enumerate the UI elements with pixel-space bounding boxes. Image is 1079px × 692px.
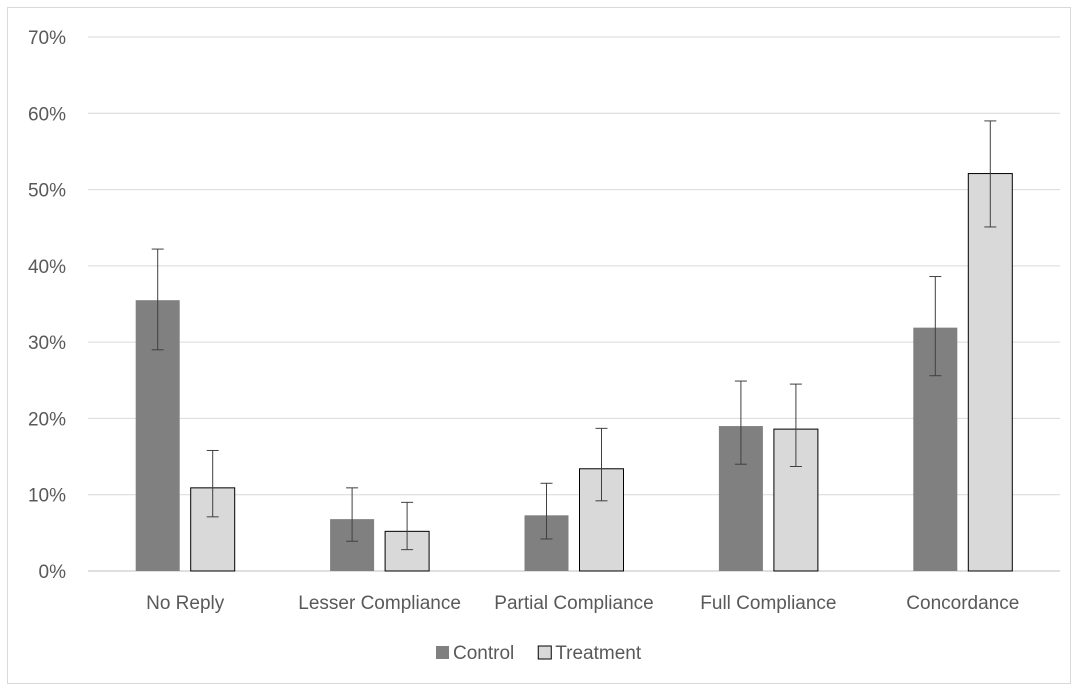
bar-treatment <box>967 173 1013 572</box>
y-tick-label: 30% <box>28 333 66 354</box>
y-tick-label: 60% <box>28 104 66 125</box>
y-tick-label: 70% <box>28 28 66 49</box>
y-tick-label: 40% <box>28 257 66 278</box>
y-tick-label: 10% <box>28 486 66 507</box>
legend-label-control: Control <box>453 643 514 664</box>
legend-swatch-control <box>436 646 449 659</box>
y-tick-label: 50% <box>28 181 66 202</box>
legend-label-treatment: Treatment <box>555 643 642 664</box>
y-tick-label: 0% <box>39 562 67 583</box>
legend-swatch-treatment <box>537 645 552 660</box>
x-tick-label: No Reply <box>146 593 225 614</box>
y-tick-label: 20% <box>28 409 66 430</box>
x-tick-label: Concordance <box>906 593 1019 614</box>
chart-frame <box>7 7 1071 684</box>
x-tick-label: Lesser Compliance <box>298 593 461 614</box>
x-tick-label: Full Compliance <box>700 593 836 614</box>
x-tick-label: Partial Compliance <box>494 593 653 614</box>
